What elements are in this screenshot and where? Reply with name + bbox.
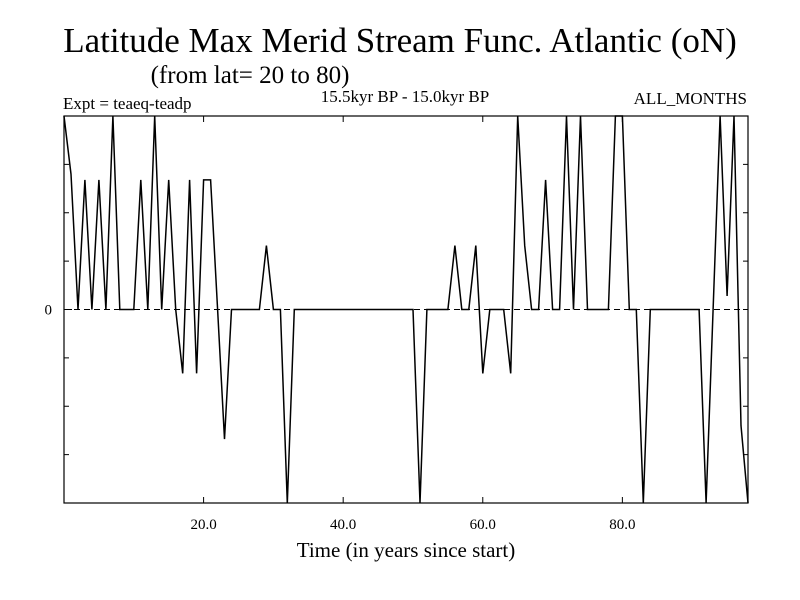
- months-label: ALL_MONTHS: [634, 89, 747, 108]
- x-tick-label: 20.0: [190, 517, 216, 533]
- chart-subtitle: (from lat= 20 to 80): [151, 62, 350, 89]
- period-label: 15.5kyr BP - 15.0kyr BP: [321, 87, 489, 106]
- y-tick-label: 0: [45, 303, 53, 319]
- expt-label: Expt = teaeq-teadp: [63, 94, 192, 113]
- chart-title: Latitude Max Merid Stream Func. Atlantic…: [63, 21, 737, 60]
- x-tick-label: 80.0: [609, 517, 635, 533]
- x-tick-label: 60.0: [470, 517, 496, 533]
- x-tick-label: 40.0: [330, 517, 356, 533]
- x-axis-label: Time (in years since start): [297, 538, 516, 562]
- series-line: [63, 115, 749, 504]
